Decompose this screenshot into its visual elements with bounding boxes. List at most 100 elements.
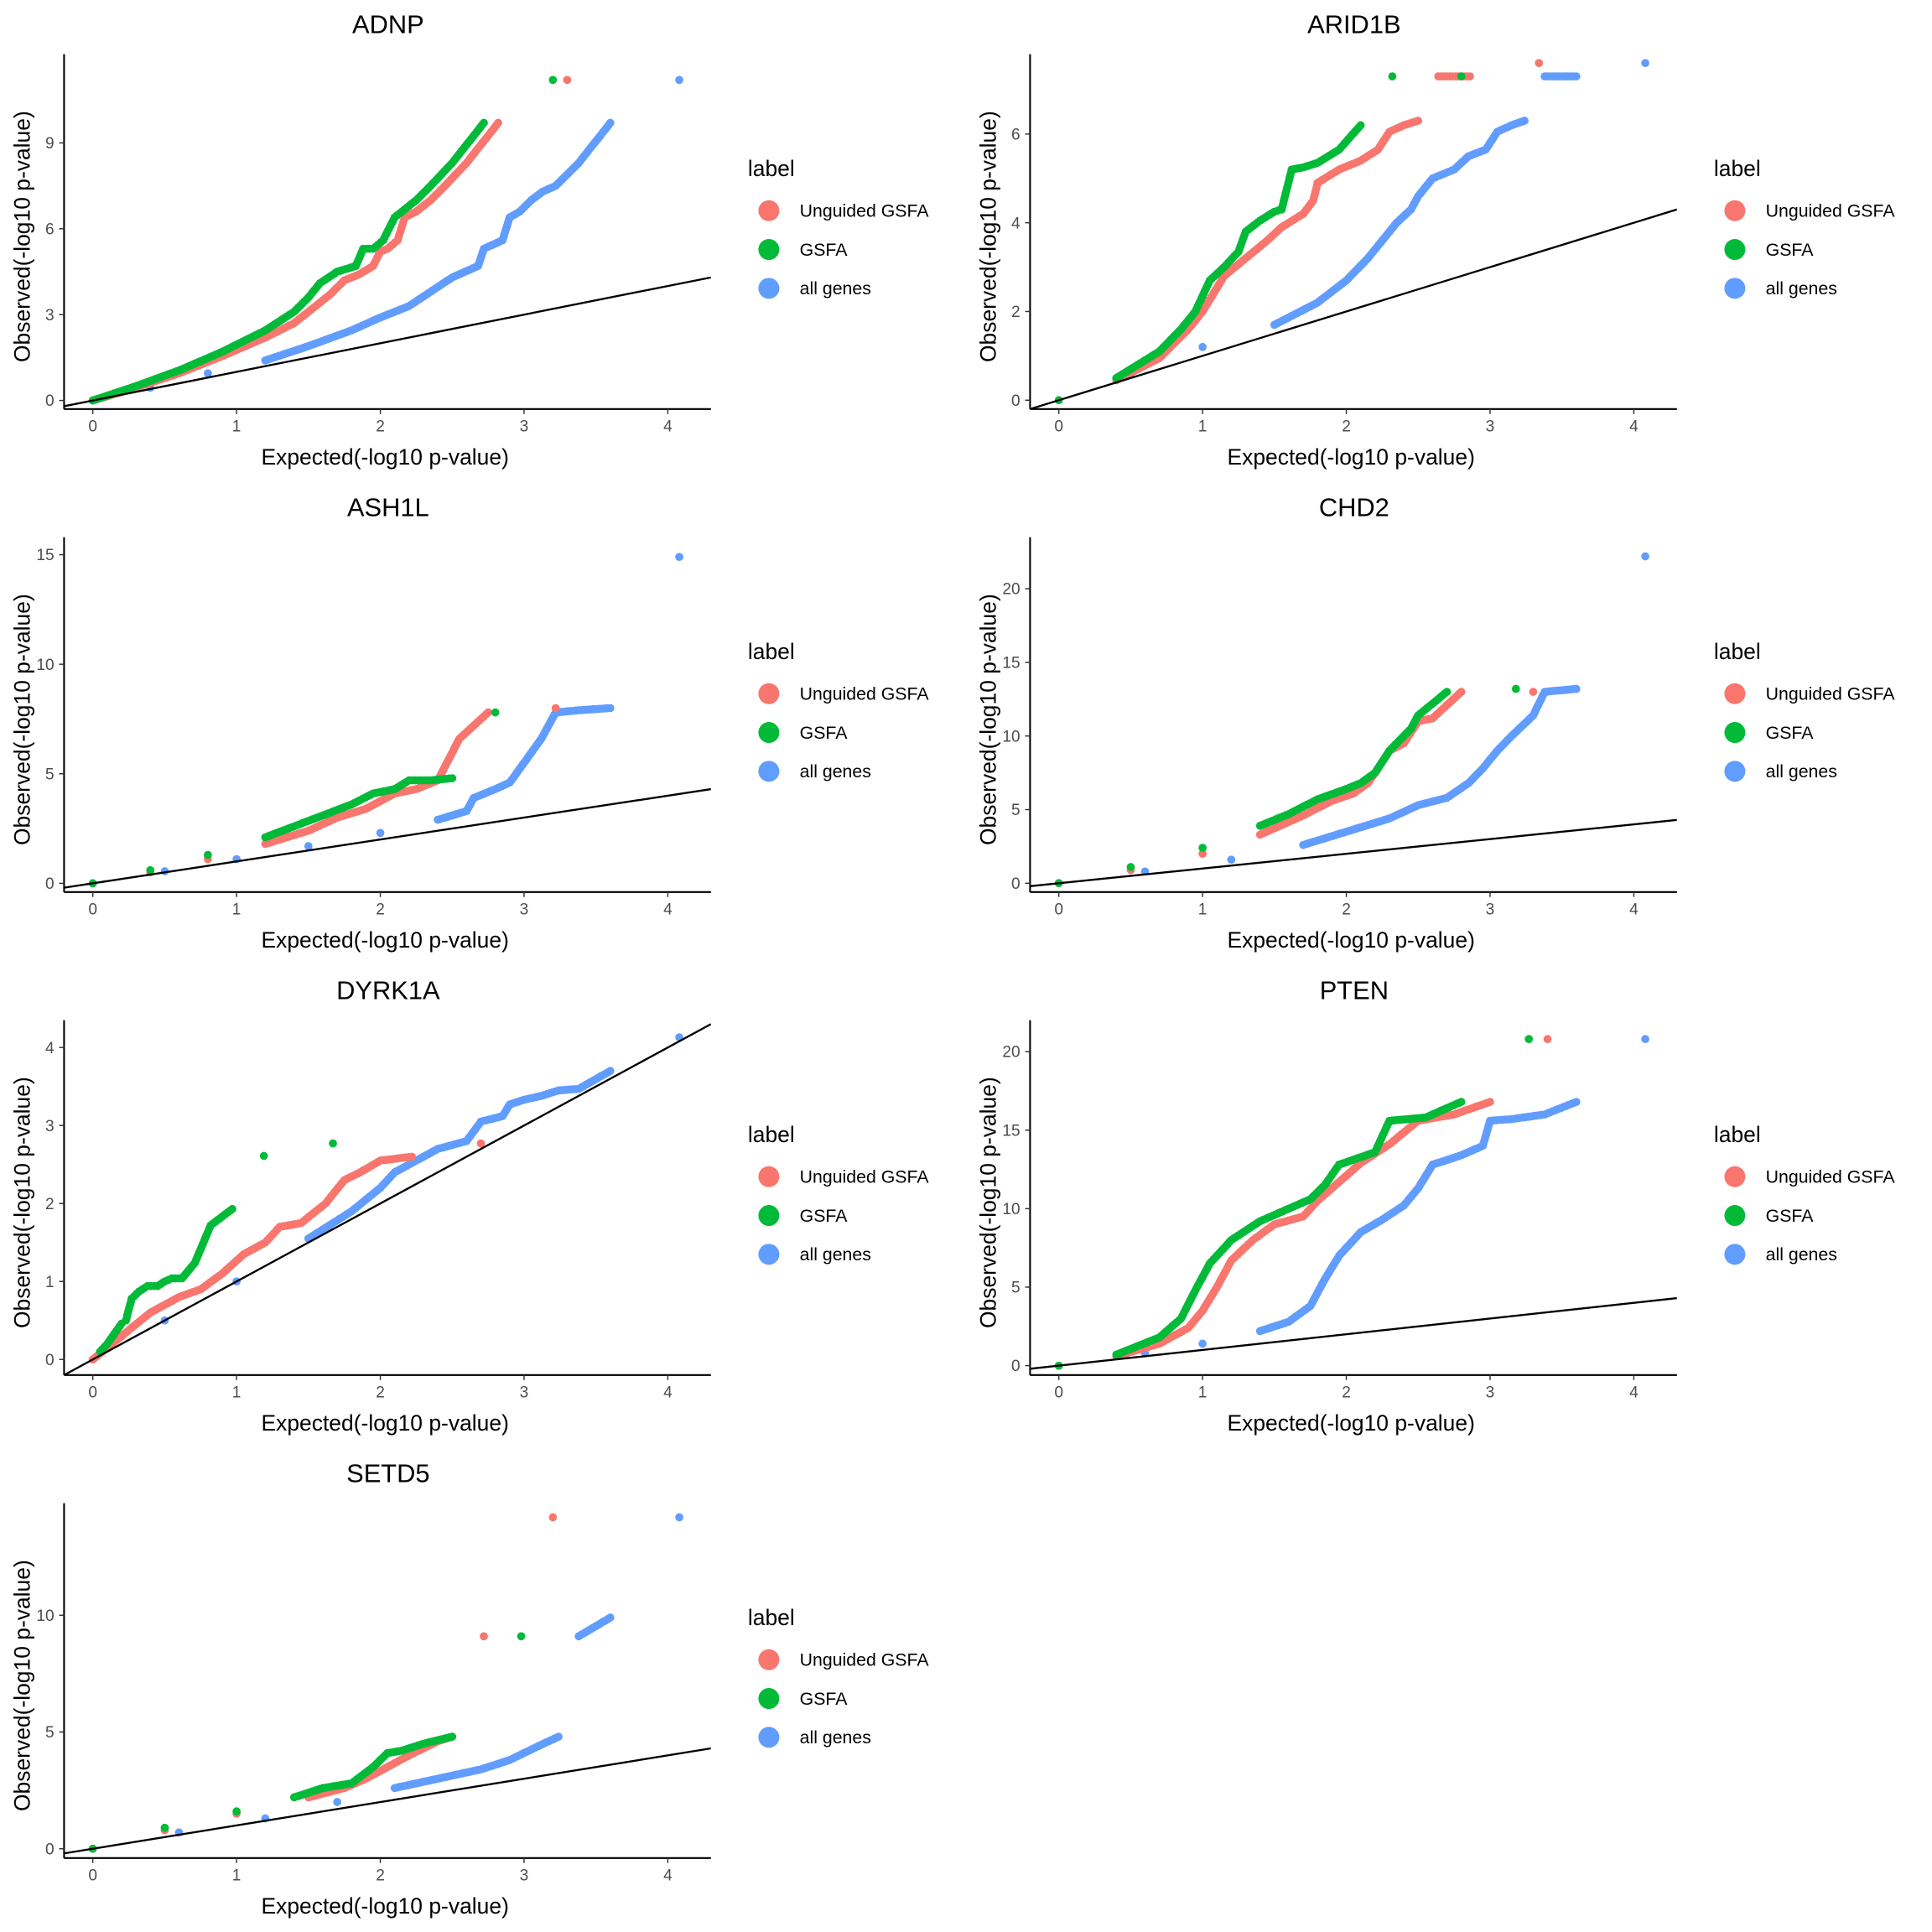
x-tick-label: 2	[376, 1384, 385, 1401]
x-tick-label: 3	[1486, 901, 1495, 918]
legend-key-dot	[1724, 1205, 1746, 1227]
series-all-genes	[88, 75, 683, 405]
data-point	[1126, 863, 1135, 871]
series-gsfa	[1054, 684, 1520, 888]
data-point	[333, 1798, 342, 1806]
legend-item-label: Unguided GSFA	[800, 1167, 930, 1187]
data-point	[476, 1139, 486, 1148]
legend-item: Unguided GSFA	[1724, 683, 1895, 704]
legend-item-label: Unguided GSFA	[1766, 684, 1896, 704]
series-gsfa	[1054, 72, 1466, 405]
legend-item-label: GSFA	[800, 240, 849, 260]
x-tick-label: 0	[88, 418, 97, 435]
legend-title: label	[748, 639, 795, 664]
data-point	[1641, 59, 1649, 68]
legend-key-dot	[758, 278, 780, 299]
data-point	[408, 1152, 417, 1161]
data-point	[494, 118, 502, 127]
legend-item: GSFA	[758, 239, 849, 261]
x-tick-label: 1	[232, 901, 242, 918]
series-gsfa	[1054, 1035, 1534, 1370]
legend-item: GSFA	[1724, 722, 1814, 744]
y-axis-label: Observed(-log10 p-value)	[9, 594, 34, 845]
x-tick-label: 4	[1629, 901, 1639, 918]
legend-item-label: GSFA	[800, 1689, 849, 1709]
legend-item: Unguided GSFA	[1724, 1166, 1895, 1187]
data-point	[1414, 117, 1423, 125]
data-point	[1641, 552, 1649, 561]
series-gsfa	[88, 708, 500, 888]
x-tick-label: 0	[88, 901, 97, 918]
data-point	[1571, 72, 1581, 80]
y-tick-label: 0	[45, 875, 55, 893]
legend-key-dot	[1724, 722, 1746, 744]
qq-panel-setd5: SETD5 0 1 2 3 4 0 5 10 Expected(-log10 p-value) Ob…	[9, 1459, 929, 1919]
panel-title: PTEN	[1320, 976, 1389, 1005]
legend-item: Unguided GSFA	[1724, 200, 1895, 221]
y-tick-label: 9	[45, 135, 55, 153]
x-axis-label: Expected(-log10 p-value)	[1227, 1410, 1474, 1436]
y-tick-label: 0	[45, 392, 55, 410]
panel-title: ARID1B	[1307, 10, 1400, 39]
x-tick-label: 3	[1486, 1384, 1495, 1401]
plot-area	[1030, 59, 1677, 409]
y-tick-label: 4	[45, 1040, 55, 1057]
data-point	[675, 553, 683, 562]
data-point	[1457, 72, 1466, 80]
y-tick-label: 15	[1002, 655, 1020, 673]
x-tick-label: 3	[520, 1867, 529, 1884]
legend-key-dot	[758, 239, 780, 261]
x-tick-label: 3	[520, 901, 529, 918]
data-point	[1571, 1098, 1581, 1106]
qq-panel-ash1l: ASH1L 0 1 2 3 4 0 5 10 15 Expected(-log10 p-value)…	[9, 493, 929, 953]
legend-item: GSFA	[758, 1688, 849, 1710]
y-tick-label: 5	[45, 1724, 55, 1742]
x-tick-label: 2	[1342, 901, 1351, 918]
data-point	[563, 75, 572, 85]
x-tick-label: 1	[232, 418, 242, 435]
legend-item-label: GSFA	[1766, 240, 1815, 260]
x-tick-label: 2	[1342, 418, 1351, 435]
x-axis-label: Expected(-log10 p-value)	[1227, 927, 1474, 953]
legend-item-label: GSFA	[800, 723, 849, 743]
x-axis-label: Expected(-log10 p-value)	[261, 1893, 508, 1919]
legend-item-label: Unguided GSFA	[800, 1650, 930, 1670]
series-all-genes	[1054, 1035, 1649, 1370]
series-all-genes	[1054, 552, 1649, 888]
panel-title: ASH1L	[347, 493, 429, 522]
y-tick-label: 0	[1011, 392, 1021, 410]
legend-title: label	[1714, 156, 1761, 181]
series-gsfa	[88, 1632, 526, 1853]
legend-key-dot	[1724, 1166, 1746, 1187]
legend-key-dot	[758, 1244, 780, 1265]
legend-item: all genes	[1724, 761, 1837, 782]
x-tick-label: 4	[663, 418, 673, 435]
reference-line	[64, 787, 711, 889]
x-axis-label: Expected(-log10 p-value)	[261, 444, 508, 470]
legend-item-label: Unguided GSFA	[1766, 1167, 1896, 1187]
data-point	[1198, 1339, 1207, 1348]
data-point	[1543, 1035, 1552, 1043]
plot-area	[64, 75, 711, 408]
x-axis-label: Expected(-log10 p-value)	[261, 1410, 508, 1436]
legend-key-dot	[758, 1649, 780, 1670]
data-point	[448, 1732, 457, 1741]
y-tick-label: 15	[1002, 1122, 1020, 1140]
data-point	[1520, 117, 1529, 125]
legend-item-label: all genes	[1766, 1244, 1837, 1265]
y-tick-label: 0	[45, 1841, 55, 1858]
legend-item-label: all genes	[1766, 278, 1837, 299]
qq-panel-arid1b: ARID1B 0 1 2 3 4 0 2 4 6 Expected(-log10 p-value) O…	[975, 10, 1895, 470]
legend-title: label	[748, 1122, 795, 1147]
x-axis-label: Expected(-log10 p-value)	[1227, 444, 1474, 470]
data-point	[1442, 688, 1452, 696]
y-tick-label: 15	[36, 547, 54, 564]
data-point	[259, 1151, 268, 1161]
x-tick-label: 4	[663, 1384, 673, 1401]
legend-item: Unguided GSFA	[758, 200, 929, 221]
x-tick-label: 3	[520, 418, 529, 435]
data-point	[491, 708, 500, 717]
